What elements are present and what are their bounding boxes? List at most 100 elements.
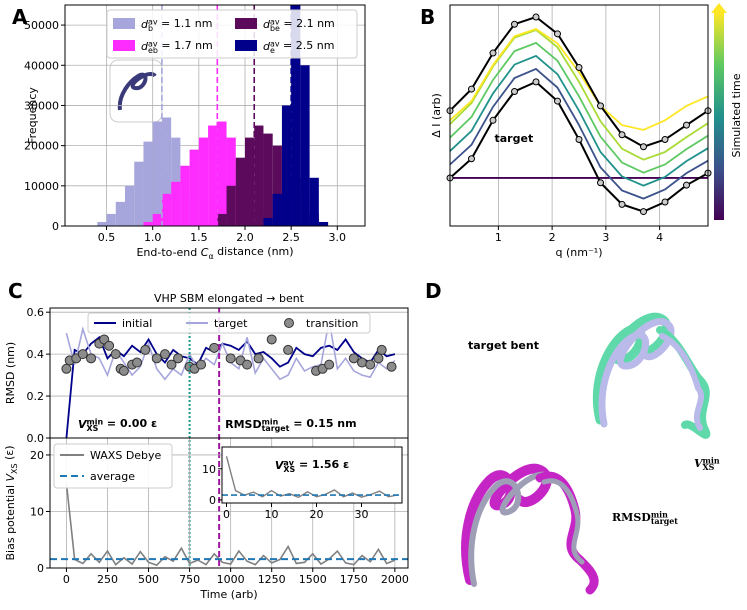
histogram-bar <box>235 157 245 226</box>
transition-point <box>209 342 220 353</box>
y-tick-label: 0.0 <box>27 432 45 445</box>
data-point <box>597 179 604 187</box>
x-tick-label: 3.0 <box>329 231 347 244</box>
histogram-bar <box>300 65 310 226</box>
data-point <box>532 78 540 86</box>
transition-point <box>283 344 294 355</box>
transition-point <box>61 363 72 374</box>
x-axis-label: q (nm⁻¹) <box>556 246 603 259</box>
x-tick-label: 0 <box>63 573 70 586</box>
structure-label-part: min <box>651 510 668 519</box>
histogram-bar <box>171 181 181 226</box>
y-tick-label: 10 <box>30 505 44 518</box>
transition-point <box>324 359 335 370</box>
legend-label-part: d <box>263 18 271 31</box>
x-axis-label-part: End-to-end <box>136 246 200 259</box>
x-axis-label-part: C <box>201 246 209 259</box>
histogram-bar <box>198 137 209 226</box>
transition-point <box>118 365 129 376</box>
histogram-bar <box>97 221 107 226</box>
marker-label-part: RMSD <box>225 418 261 431</box>
x-tick-label: 1 <box>495 231 502 244</box>
axes-frame <box>49 437 409 569</box>
transition-point <box>386 361 397 372</box>
data-line <box>449 67 709 200</box>
inset-label: Vav XS = 1.56 ε <box>275 458 349 474</box>
histogram-bar <box>318 221 329 226</box>
x-tick-label: 20 <box>310 508 324 521</box>
histogram-bar <box>143 141 153 226</box>
x-tick-label: 2.0 <box>236 231 254 244</box>
legend-label-part: d <box>141 40 149 53</box>
histogram-bar <box>115 201 125 226</box>
y-tick-label: 0 <box>209 494 216 507</box>
x-axis-label: Time (arb) <box>199 588 257 601</box>
y-axis-label-part: V <box>4 473 17 482</box>
panel-label: B <box>420 5 435 29</box>
marker-label-part: min <box>262 417 279 426</box>
histogram-bar <box>263 217 273 226</box>
x-tick-label: 3 <box>602 231 609 244</box>
x-tick-label: 750 <box>179 573 200 586</box>
data-point <box>489 116 497 124</box>
data-point <box>575 63 583 71</box>
axes-frame <box>221 446 403 504</box>
data-line <box>449 41 709 174</box>
x-tick-label: 1500 <box>299 573 327 586</box>
data-point <box>489 49 497 57</box>
transition-point <box>173 353 184 364</box>
histogram-bar <box>263 133 273 226</box>
transition-point <box>104 340 115 351</box>
x-tick-label: 1.0 <box>144 231 162 244</box>
marker-label-part: target <box>262 424 290 433</box>
axes-frame <box>449 4 709 227</box>
histogram-bar <box>189 149 199 226</box>
inset-label-part: XS <box>283 465 295 474</box>
x-tick-label: 250 <box>97 573 118 586</box>
x-axis-label-part: α <box>208 252 213 261</box>
legend-label: dav e = 2.5 nm <box>263 39 334 55</box>
structure-label-part: XS <box>703 463 715 472</box>
y-axis-label: RMSD (nm) <box>4 342 17 404</box>
legend-label-part: av <box>270 17 280 26</box>
panel-label: D <box>425 279 442 303</box>
histogram-bar <box>161 117 172 226</box>
data-point <box>532 13 540 21</box>
legend-label-part: eb <box>148 46 158 55</box>
transition-point <box>253 353 264 364</box>
axes-frame <box>64 4 366 227</box>
inset-label-part: = 1.56 ε <box>295 458 349 471</box>
data-point <box>618 131 626 139</box>
data-point <box>640 143 647 151</box>
y-axis-label: Δ I (arb) <box>430 93 443 138</box>
structure-label: Vmin XS <box>694 456 720 471</box>
panel-label: A <box>12 5 28 29</box>
structure-label: RMSDmin target <box>612 510 678 525</box>
protein-structures <box>461 312 711 595</box>
transition-point <box>132 357 143 368</box>
histogram-bar <box>152 213 162 226</box>
x-tick-label: 4 <box>656 231 663 244</box>
legend-label-part: = 2.1 nm <box>280 17 335 30</box>
inset-label-part: V <box>275 459 285 472</box>
data-point <box>511 20 518 28</box>
x-tick-label: 1250 <box>258 573 286 586</box>
transition-point <box>86 353 97 364</box>
histogram-bar <box>217 121 227 226</box>
legend-label: average <box>90 470 135 483</box>
panel-label: C <box>8 279 23 303</box>
y-tick-label: 40000 <box>24 59 59 72</box>
legend-label: dav be = 2.1 nm <box>263 17 335 33</box>
histogram-bar <box>217 213 227 226</box>
x-tick-label: 0.5 <box>98 231 116 244</box>
y-tick-label: 0.6 <box>27 306 45 319</box>
helix-icon <box>109 59 163 123</box>
legend-marker <box>284 318 294 328</box>
transition-point <box>77 349 88 360</box>
marker-label-part: = 0.00 ε <box>103 417 157 430</box>
x-tick-label: 500 <box>138 573 159 586</box>
data-point <box>554 97 561 105</box>
marker-label-part: min <box>87 417 104 426</box>
legend-label: WAXS Debye <box>90 449 162 462</box>
